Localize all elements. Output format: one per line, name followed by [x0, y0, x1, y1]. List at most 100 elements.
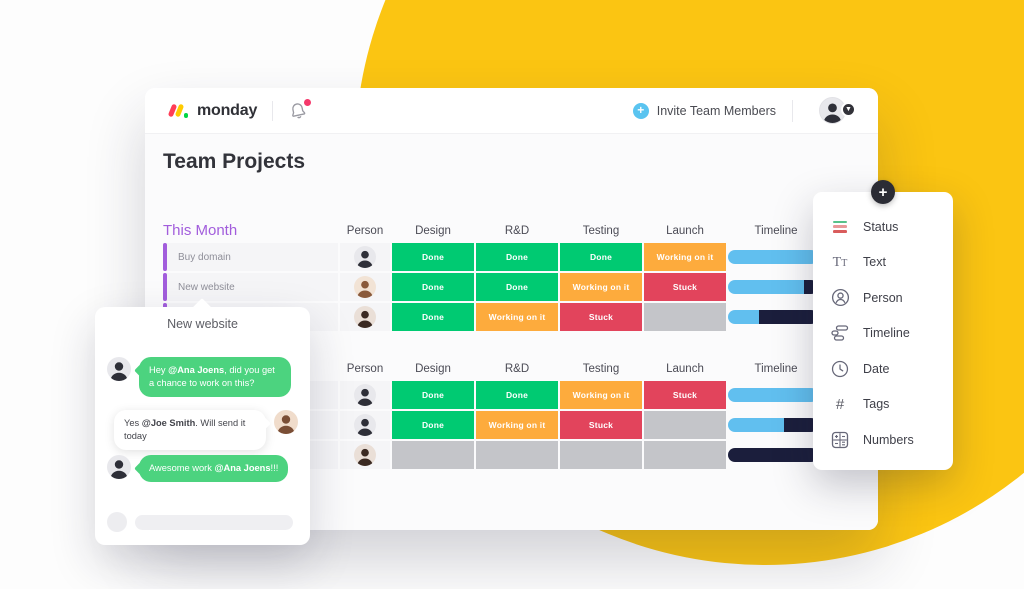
- group-title[interactable]: This Month: [163, 222, 238, 239]
- status-cell[interactable]: Done: [476, 381, 558, 409]
- timeline-segment: [728, 310, 759, 324]
- column-type-list: Status TT Text Person Timeline Date # Tags Numbe…: [813, 192, 953, 458]
- timeline-segment: [728, 418, 784, 432]
- group-color-bar: [163, 243, 167, 271]
- status-cell[interactable]: [392, 441, 474, 469]
- invite-plus-icon: +: [632, 102, 649, 119]
- status-cell[interactable]: [476, 441, 558, 469]
- status-cell[interactable]: Stuck: [644, 273, 726, 301]
- chat-input-bar: [135, 514, 293, 530]
- task-name-cell[interactable]: Buy domain: [163, 243, 338, 271]
- status-cell[interactable]: Done: [392, 303, 474, 331]
- chat-bubble: Awesome work @Ana Joens!!!: [139, 455, 289, 483]
- timeline-segment: [728, 448, 818, 462]
- timeline-cell[interactable]: [728, 303, 824, 331]
- avatar: [354, 306, 376, 328]
- chat-message: Awesome work @Ana Joens!!!: [107, 455, 298, 483]
- status-cell[interactable]: Stuck: [644, 381, 726, 409]
- timeline-cell[interactable]: [728, 411, 824, 439]
- status-cell[interactable]: Done: [392, 243, 474, 271]
- timeline-cell[interactable]: [728, 243, 824, 271]
- person-icon: [830, 288, 850, 307]
- person-cell[interactable]: [340, 273, 390, 301]
- status-cell[interactable]: Working on it: [644, 243, 726, 271]
- chat-message: Hey @Ana Joens, did you get a chance to …: [107, 357, 298, 398]
- status-icon: [830, 220, 850, 233]
- numbers-icon: [830, 431, 850, 449]
- panel-item-label: Status: [863, 219, 899, 234]
- person-cell[interactable]: [340, 441, 390, 469]
- status-cell[interactable]: Done: [476, 243, 558, 271]
- group-color-bar: [163, 273, 167, 301]
- invite-team-members-button[interactable]: + Invite Team Members: [632, 102, 776, 119]
- panel-item-tags[interactable]: # Tags: [813, 387, 953, 423]
- timeline-cell[interactable]: [728, 441, 824, 469]
- date-icon: [830, 360, 850, 378]
- status-cell[interactable]: Done: [392, 273, 474, 301]
- chat-input-avatar-placeholder: [107, 512, 127, 532]
- panel-item-status[interactable]: Status: [813, 209, 953, 245]
- header-divider-2: [792, 99, 793, 122]
- column-header: Launch: [666, 363, 704, 375]
- column-header: Timeline: [754, 363, 798, 375]
- column-header: Design: [415, 225, 451, 237]
- group-header-row: This Month Person Design R&D Testing Launch Ti…: [163, 216, 848, 240]
- timeline-bar: [728, 418, 818, 432]
- add-column-button[interactable]: +: [871, 180, 895, 204]
- person-cell[interactable]: [340, 381, 390, 409]
- monday-logo-icon: [167, 103, 189, 119]
- column-header: Testing: [582, 225, 620, 237]
- table-row: New website Done Done Working on it Stuck: [163, 273, 848, 301]
- status-cell[interactable]: [560, 441, 642, 469]
- task-name: New website: [178, 281, 235, 293]
- user-avatar-menu[interactable]: ▼: [819, 97, 856, 124]
- panel-item-label: Person: [863, 290, 903, 305]
- chevron-down-icon: ▼: [841, 102, 856, 117]
- page-title: Team Projects: [163, 150, 306, 173]
- panel-item-timeline[interactable]: Timeline: [813, 316, 953, 352]
- chat-popup: New website Hey @Ana Joens, did you get …: [95, 298, 310, 545]
- logo-text: monday: [197, 101, 258, 119]
- avatar: [354, 276, 376, 298]
- timeline-cell[interactable]: [728, 273, 824, 301]
- panel-item-text[interactable]: TT Text: [813, 245, 953, 281]
- task-name-cell[interactable]: New website: [163, 273, 338, 301]
- status-cell[interactable]: [644, 411, 726, 439]
- status-cell[interactable]: [644, 441, 726, 469]
- timeline-segment: [728, 388, 818, 402]
- timeline-bar: [728, 448, 818, 462]
- panel-item-date[interactable]: Date: [813, 351, 953, 387]
- status-cell[interactable]: Done: [392, 381, 474, 409]
- app-window: monday + Invite Team Members ▼ Team Proj…: [145, 88, 878, 530]
- status-cell[interactable]: Working on it: [476, 411, 558, 439]
- timeline-cell[interactable]: [728, 381, 824, 409]
- panel-item-numbers[interactable]: Numbers: [813, 422, 953, 458]
- timeline-segment: [728, 280, 804, 294]
- person-cell[interactable]: [340, 243, 390, 271]
- chat-popup-title: New website: [167, 317, 238, 331]
- status-cell[interactable]: Stuck: [560, 411, 642, 439]
- person-cell[interactable]: [340, 303, 390, 331]
- status-cell[interactable]: [644, 303, 726, 331]
- column-header: Person: [346, 363, 384, 375]
- status-cell[interactable]: Stuck: [560, 303, 642, 331]
- status-cell[interactable]: Done: [476, 273, 558, 301]
- notification-dot: [303, 97, 313, 107]
- status-cell[interactable]: Working on it: [560, 381, 642, 409]
- panel-item-person[interactable]: Person: [813, 280, 953, 316]
- person-cell[interactable]: [340, 411, 390, 439]
- panel-item-label: Timeline: [863, 326, 910, 341]
- status-cell[interactable]: Done: [560, 243, 642, 271]
- column-header: Person: [346, 225, 384, 237]
- window-header: monday + Invite Team Members ▼: [145, 88, 878, 134]
- status-cell[interactable]: Working on it: [560, 273, 642, 301]
- column-header: Design: [415, 363, 451, 375]
- table-row: Buy domain Done Done Done Working on it: [163, 243, 848, 271]
- notifications-bell-icon[interactable]: [288, 97, 313, 121]
- task-name: Buy domain: [178, 251, 231, 263]
- tags-icon: #: [835, 395, 845, 413]
- status-cell[interactable]: Done: [392, 411, 474, 439]
- chat-input-skeleton[interactable]: [107, 512, 293, 532]
- status-cell[interactable]: Working on it: [476, 303, 558, 331]
- timeline-icon: [830, 325, 850, 341]
